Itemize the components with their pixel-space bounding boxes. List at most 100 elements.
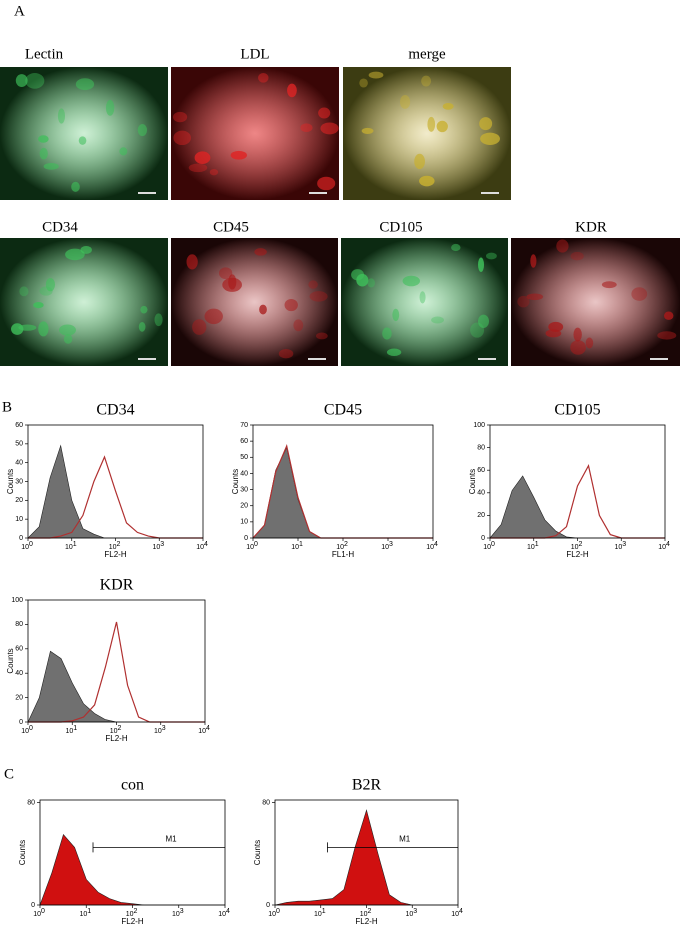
- cell: [204, 308, 223, 325]
- y-tick-label: 10: [15, 516, 23, 523]
- gate-label: M1: [165, 834, 177, 843]
- x-tick-label: 10: [196, 544, 204, 551]
- y-tick-label: 60: [15, 422, 23, 429]
- cell: [65, 248, 85, 261]
- scale-bar: [309, 192, 327, 194]
- cell: [382, 327, 392, 340]
- cell: [351, 269, 365, 281]
- cell: [663, 311, 674, 320]
- cell: [300, 123, 313, 133]
- x-tick-label: 10: [360, 911, 368, 918]
- x-tick-label: 10: [110, 728, 118, 735]
- cell: [517, 295, 530, 308]
- x-tick-exponent: 3: [180, 908, 184, 915]
- y-tick-label: 50: [240, 454, 248, 461]
- y-tick-label: 0: [481, 535, 485, 542]
- x-tick-exponent: 2: [118, 725, 122, 732]
- x-tick-label: 10: [21, 544, 29, 551]
- x-tick-exponent: 4: [434, 541, 438, 548]
- cell: [278, 349, 294, 359]
- gate-label: M1: [399, 834, 411, 843]
- cell: [78, 136, 87, 145]
- x-tick-exponent: 4: [666, 541, 670, 548]
- y-tick-label: 80: [262, 799, 270, 806]
- cell: [309, 291, 328, 302]
- y-tick-label: 80: [15, 621, 23, 628]
- cell: [451, 243, 461, 252]
- cell: [530, 254, 537, 268]
- cell: [38, 321, 49, 337]
- x-tick-exponent: 4: [206, 725, 210, 732]
- micrograph: [171, 67, 339, 200]
- x-tick-label: 10: [33, 911, 41, 918]
- y-tick-label: 0: [31, 902, 35, 909]
- x-tick-exponent: 2: [579, 541, 583, 548]
- scale-bar: [308, 358, 326, 360]
- x-tick-exponent: 1: [535, 541, 539, 548]
- y-axis-label: Counts: [231, 469, 240, 494]
- cell: [15, 74, 28, 87]
- cell: [436, 120, 448, 133]
- image-label: CD105: [379, 219, 422, 235]
- image-label: LDL: [240, 46, 269, 62]
- x-tick-exponent: 0: [254, 541, 258, 548]
- scale-bar: [478, 358, 496, 360]
- cell: [43, 163, 59, 170]
- y-tick-label: 10: [240, 519, 248, 526]
- y-tick-label: 40: [15, 670, 23, 677]
- x-tick-label: 10: [65, 728, 73, 735]
- panel-label: B: [2, 399, 12, 415]
- cell: [315, 332, 328, 340]
- histogram-area: [27, 650, 205, 723]
- y-axis-label: Counts: [6, 648, 15, 673]
- cell: [308, 280, 318, 289]
- y-tick-label: 40: [15, 460, 23, 467]
- x-tick-label: 10: [571, 544, 579, 551]
- y-tick-label: 80: [27, 799, 35, 806]
- x-tick-exponent: 3: [162, 725, 166, 732]
- scale-bar: [138, 358, 156, 360]
- cell: [154, 313, 163, 327]
- cell: [556, 239, 569, 253]
- x-axis-label: FL2-H: [121, 917, 143, 926]
- cell: [194, 151, 211, 165]
- x-tick-label: 10: [218, 911, 226, 918]
- cell: [419, 291, 426, 304]
- cell: [631, 287, 648, 301]
- cell: [63, 334, 73, 344]
- y-tick-label: 0: [266, 902, 270, 909]
- x-tick-exponent: 0: [276, 908, 280, 915]
- cell: [186, 254, 198, 270]
- y-axis-label: Counts: [18, 840, 27, 865]
- y-tick-label: 20: [15, 497, 23, 504]
- chart-title: CD105: [554, 402, 600, 419]
- y-tick-label: 60: [240, 438, 248, 445]
- cell: [222, 277, 242, 292]
- y-tick-label: 30: [240, 486, 248, 493]
- x-tick-exponent: 3: [622, 541, 626, 548]
- chart-title: con: [121, 777, 144, 794]
- cell: [570, 340, 586, 355]
- cell: [359, 78, 368, 88]
- x-tick-exponent: 0: [29, 541, 33, 548]
- cell: [585, 337, 594, 349]
- cell: [19, 286, 29, 297]
- x-tick-label: 10: [451, 911, 459, 918]
- x-tick-label: 10: [152, 544, 160, 551]
- x-tick-label: 10: [172, 911, 180, 918]
- x-tick-label: 10: [246, 544, 254, 551]
- cell: [25, 73, 45, 89]
- cell: [173, 130, 192, 146]
- x-tick-label: 10: [291, 544, 299, 551]
- panel-label: C: [4, 766, 14, 782]
- cell: [480, 132, 500, 145]
- histogram-area: [39, 833, 225, 906]
- x-axis-label: FL2-H: [104, 550, 126, 559]
- cell: [80, 246, 92, 254]
- y-axis-label: Counts: [253, 840, 262, 865]
- cell: [386, 348, 402, 356]
- x-tick-exponent: 4: [226, 908, 230, 915]
- cell: [57, 108, 66, 124]
- cell: [479, 117, 493, 131]
